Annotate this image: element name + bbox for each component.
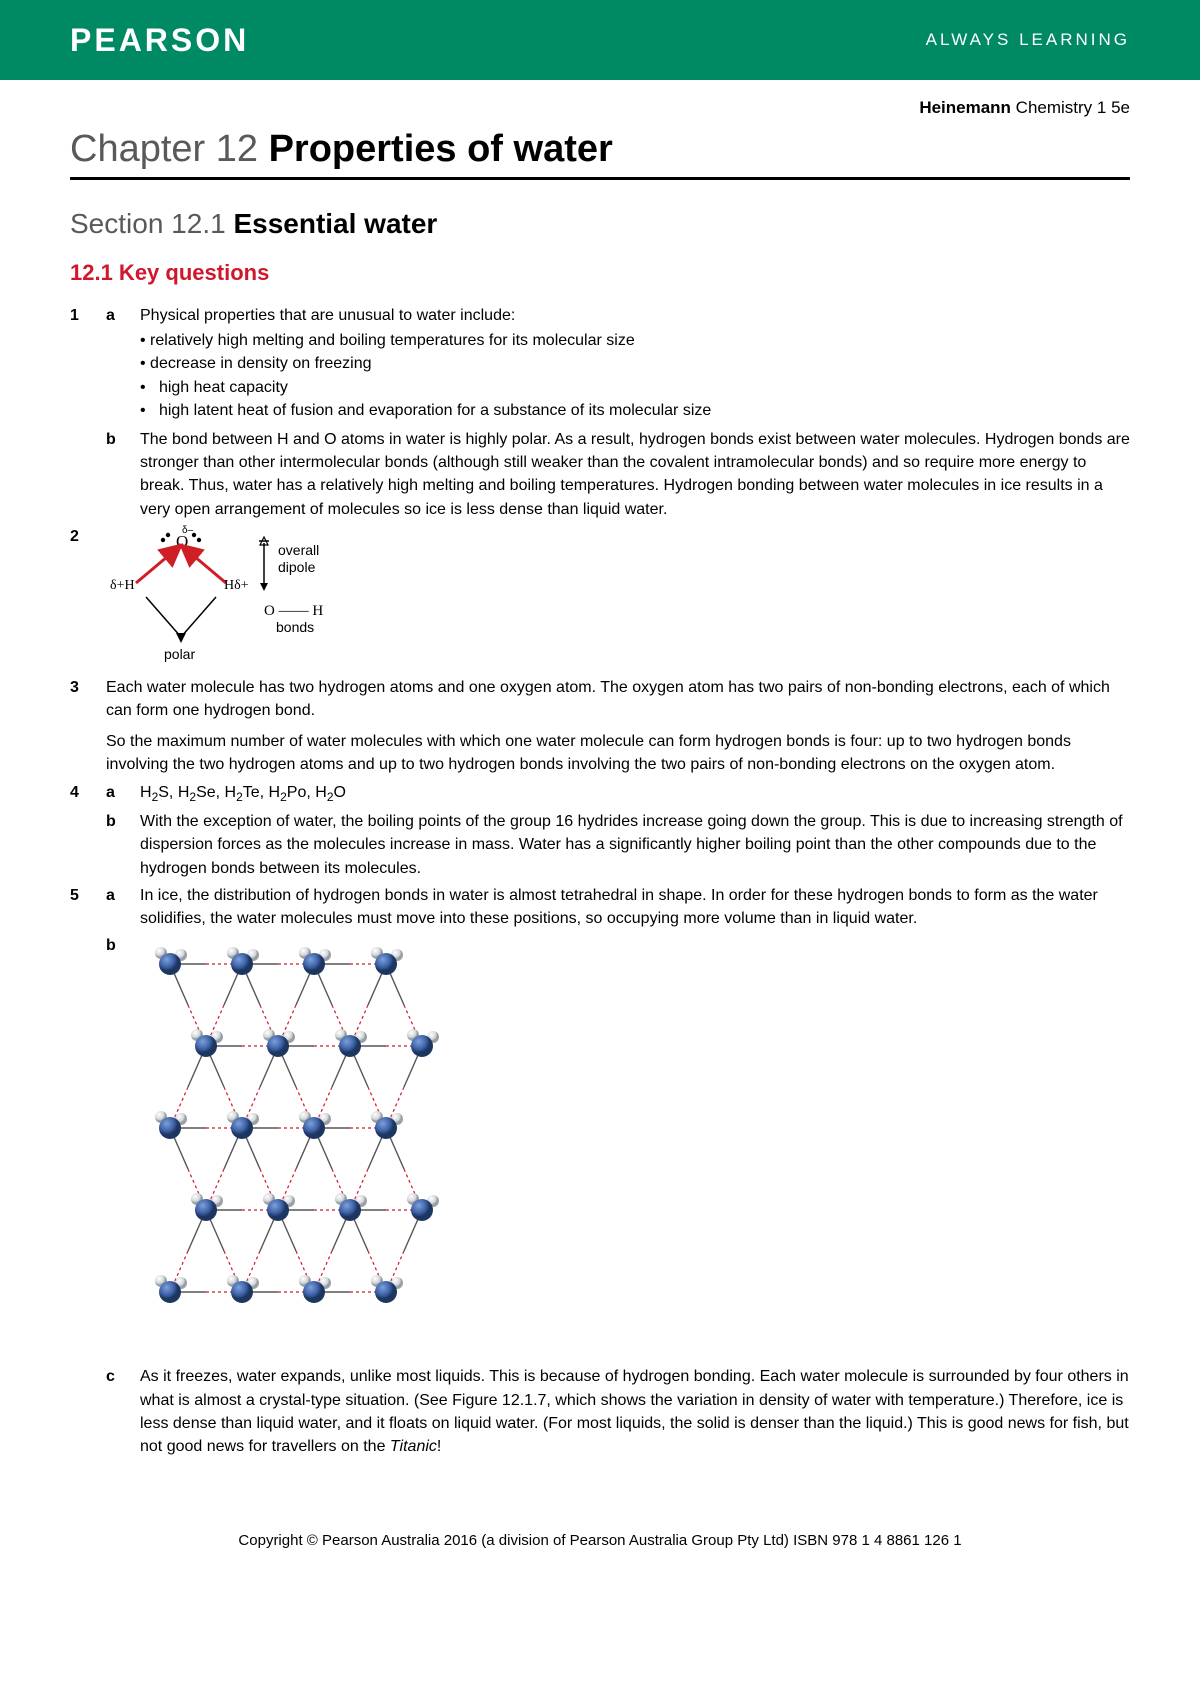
question-4b: b With the exception of water, the boili… — [70, 810, 1130, 880]
water-dipole-diagram: O δ– δ+H Hδ+ polar — [106, 525, 366, 665]
bullet-item: high latent heat of fusion and evaporati… — [140, 399, 1130, 422]
pearson-logo: PEARSON — [70, 22, 249, 59]
q-part-label: a — [106, 884, 124, 930]
q3-p2: So the maximum number of water molecules… — [106, 730, 1130, 776]
brand-banner: PEARSON ALWAYS LEARNING — [0, 0, 1200, 80]
q-number: 1 — [70, 304, 90, 424]
overall-label-2: dipole — [278, 559, 316, 575]
polar-label: polar — [164, 646, 195, 662]
q-part-label: b — [106, 428, 124, 521]
q-part-label: a — [106, 781, 124, 807]
q4a-text: H2S, H2Se, H2Te, H2Po, H2O — [140, 781, 1130, 807]
overall-label-1: overall — [278, 542, 319, 558]
q2-diagram-wrap: O δ– δ+H Hδ+ polar — [106, 525, 1130, 672]
q-number: 3 — [70, 676, 90, 777]
question-5a: 5 a In ice, the distribution of hydrogen… — [70, 884, 1130, 930]
section-heading: Section 12.1 Essential water — [70, 208, 1130, 240]
q5c-text: As it freezes, water expands, unlike mos… — [140, 1365, 1130, 1458]
section-prefix: Section 12.1 — [70, 208, 233, 239]
q5a-text: In ice, the distribution of hydrogen bon… — [140, 884, 1130, 930]
question-5c: c As it freezes, water expands, unlike m… — [70, 1365, 1130, 1458]
book-series: Heinemann — [919, 98, 1011, 117]
q-number: 2 — [70, 525, 90, 672]
O-charge: δ– — [182, 525, 194, 536]
q3-body: Each water molecule has two hydrogen ato… — [106, 676, 1130, 777]
book-title: Heinemann Chemistry 1 5e — [0, 80, 1200, 124]
q-part-label: b — [106, 934, 124, 1361]
q3-p1: Each water molecule has two hydrogen ato… — [106, 676, 1130, 722]
H-left-label: δ+H — [110, 578, 135, 593]
question-1: 1 a Physical properties that are unusual… — [70, 304, 1130, 424]
section-title: Essential water — [233, 208, 437, 239]
H-right-label: Hδ+ — [224, 578, 249, 593]
bonds-label: bonds — [276, 619, 314, 635]
q-part-label: a — [106, 304, 124, 424]
q-body: Physical properties that are unusual to … — [140, 304, 1130, 424]
ice-lattice-diagram — [140, 934, 460, 1354]
question-2: 2 O δ– δ+H Hδ+ — [70, 525, 1130, 672]
question-4a: 4 a H2S, H2Se, H2Te, H2Po, H2O — [70, 781, 1130, 807]
q1a-bullets: relatively high melting and boiling temp… — [140, 329, 1130, 422]
key-questions-heading: 12.1 Key questions — [70, 260, 1130, 286]
OH-text: O —— H — [264, 603, 323, 619]
q-part-label: c — [106, 1365, 124, 1458]
page-content: Chapter 12 Properties of water Section 1… — [0, 128, 1200, 1502]
tagline: ALWAYS LEARNING — [926, 30, 1130, 50]
q5c-post: ! — [437, 1438, 441, 1455]
q-number: 4 — [70, 781, 90, 807]
q5c-pre: As it freezes, water expands, unlike mos… — [140, 1368, 1129, 1455]
heading-rule — [70, 177, 1130, 180]
q5c-italic: Titanic — [390, 1438, 437, 1455]
copyright-footer: Copyright © Pearson Australia 2016 (a di… — [0, 1502, 1200, 1569]
chapter-prefix: Chapter 12 — [70, 128, 269, 170]
q5b-diagram — [140, 934, 1130, 1361]
q1a-lead: Physical properties that are unusual to … — [140, 304, 1130, 327]
question-1b: b The bond between H and O atoms in wate… — [70, 428, 1130, 521]
q1b-text: The bond between H and O atoms in water … — [140, 428, 1130, 521]
book-edition: Chemistry 1 5e — [1011, 98, 1130, 117]
question-3: 3 Each water molecule has two hydrogen a… — [70, 676, 1130, 777]
question-5b: b — [70, 934, 1130, 1361]
chapter-heading: Chapter 12 Properties of water — [70, 128, 1130, 171]
bullet-item: decrease in density on freezing — [140, 352, 1130, 375]
chapter-title: Properties of water — [269, 128, 613, 170]
q4b-text: With the exception of water, the boiling… — [140, 810, 1130, 880]
bullet-item: relatively high melting and boiling temp… — [140, 329, 1130, 352]
q-number: 5 — [70, 884, 90, 930]
bullet-item: high heat capacity — [140, 376, 1130, 399]
q-part-label: b — [106, 810, 124, 880]
